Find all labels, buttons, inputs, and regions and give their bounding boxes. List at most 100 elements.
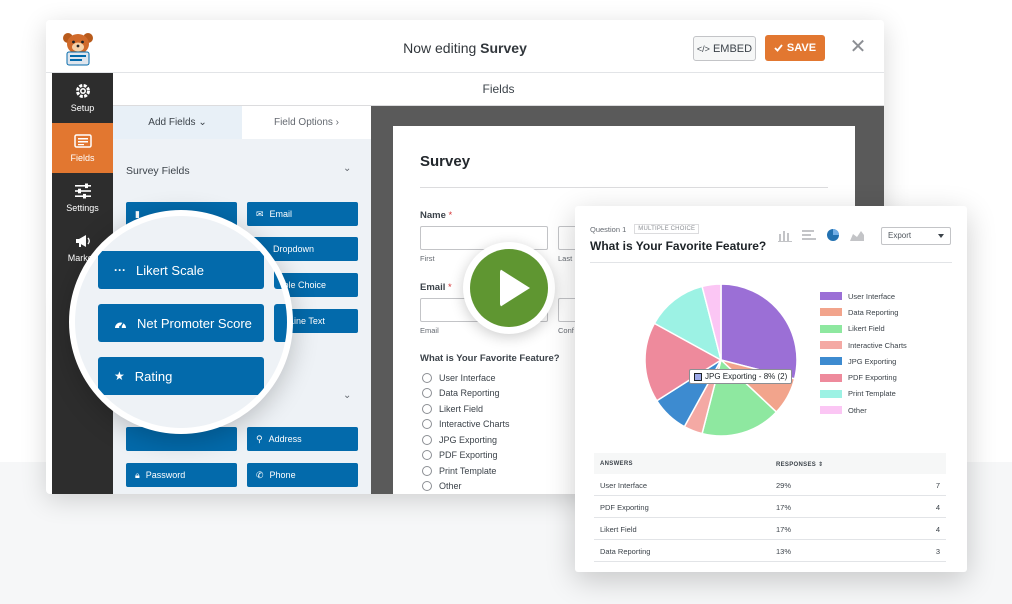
radio-button[interactable] bbox=[422, 388, 432, 398]
radio-button[interactable] bbox=[422, 466, 432, 476]
gear-icon bbox=[75, 84, 90, 98]
count-cell: 3 bbox=[935, 547, 940, 556]
field-label: Likert Scale bbox=[136, 262, 204, 278]
required-mark: * bbox=[448, 282, 452, 293]
radio-option[interactable]: Other bbox=[422, 481, 462, 491]
nav-label: Fields bbox=[70, 153, 95, 163]
radio-button[interactable] bbox=[422, 373, 432, 383]
field-label: Line Text bbox=[289, 316, 325, 326]
confirm-sublabel: Conf bbox=[558, 326, 574, 335]
pie-slice-other[interactable] bbox=[701, 283, 722, 361]
nav-marketing[interactable]: Marketi bbox=[52, 223, 113, 273]
table-header: ANSWERS RESPONSES ⇕ bbox=[594, 453, 946, 474]
radio-button[interactable] bbox=[422, 435, 432, 445]
field-label: Password bbox=[145, 470, 186, 480]
divider bbox=[590, 262, 952, 263]
field-label: Dropdown bbox=[273, 244, 315, 254]
close-icon[interactable]: ✕ bbox=[849, 36, 867, 58]
tab-add-fields[interactable]: Add Fields ⌄ bbox=[113, 106, 242, 139]
field-button-likert-scale[interactable]: ··· Likert Scale bbox=[98, 251, 264, 289]
horizontal-bar-icon[interactable] bbox=[801, 228, 817, 242]
pie-slice-print-template[interactable] bbox=[653, 285, 723, 362]
legend-item[interactable]: Interactive Charts bbox=[820, 337, 907, 353]
gauge-icon bbox=[115, 322, 126, 328]
area-chart-icon[interactable] bbox=[849, 228, 865, 242]
legend-item[interactable]: JPG Exporting bbox=[820, 353, 907, 369]
legend-label: User Interface bbox=[848, 291, 896, 301]
label-text: Email bbox=[420, 282, 446, 293]
radio-button[interactable] bbox=[422, 481, 432, 491]
chevron-down-icon[interactable]: ⌄ bbox=[343, 163, 352, 174]
export-dropdown[interactable]: Export bbox=[881, 227, 951, 245]
field-label: Phone bbox=[269, 470, 296, 480]
radio-button[interactable] bbox=[422, 404, 432, 414]
section-survey-fields[interactable]: Survey Fields bbox=[126, 165, 190, 177]
field-button-password[interactable]: 🔒︎ Password bbox=[126, 463, 237, 487]
first-sublabel: First bbox=[420, 254, 435, 263]
legend-item[interactable]: Data Reporting bbox=[820, 304, 907, 320]
legend-label: Likert Field bbox=[848, 324, 885, 334]
last-sublabel: Last bbox=[558, 254, 573, 263]
legend-item[interactable]: Likert Field bbox=[820, 321, 907, 337]
nav-setup[interactable]: Setup bbox=[52, 73, 113, 123]
envelope-icon: ✉ bbox=[256, 208, 264, 219]
embed-label: EMBED bbox=[712, 42, 753, 55]
legend-label: Interactive Charts bbox=[848, 340, 907, 350]
field-button-choice-zoomed[interactable] bbox=[274, 304, 287, 342]
column-header-responses[interactable]: RESPONSES ⇕ bbox=[776, 461, 823, 468]
field-button-phone[interactable]: ✆ Phone bbox=[247, 463, 358, 487]
header-label: RESPONSES bbox=[776, 462, 817, 468]
radio-option[interactable]: Interactive Charts bbox=[422, 419, 510, 429]
option-label: Likert Field bbox=[439, 404, 484, 414]
answer-cell: Data Reporting bbox=[600, 547, 651, 556]
pie-slice-user-interface[interactable] bbox=[720, 283, 798, 380]
fields-header: Fields bbox=[113, 73, 884, 106]
table-row: PDF Exporting 17% 4 bbox=[594, 496, 946, 518]
chevron-down-icon[interactable]: ⌄ bbox=[343, 390, 352, 401]
pie-chart-icon[interactable] bbox=[825, 228, 841, 242]
play-video-button[interactable] bbox=[463, 242, 555, 334]
tab-field-options[interactable]: Field Options › bbox=[242, 106, 371, 139]
zoom-magnifier: ··· Likert Scale Net Promoter Score ★ Rati… bbox=[69, 210, 293, 434]
percent-cell: 17% bbox=[776, 503, 792, 512]
option-label: Other bbox=[439, 481, 462, 491]
legend-swatch bbox=[820, 357, 842, 366]
embed-button[interactable]: </> EMBED bbox=[693, 36, 756, 61]
radio-option[interactable]: User Interface bbox=[422, 373, 496, 383]
chevron-down-icon: ⌄ bbox=[198, 117, 207, 128]
radio-option[interactable]: Data Reporting bbox=[422, 388, 500, 398]
radio-button[interactable] bbox=[422, 450, 432, 460]
bar-chart-icon[interactable] bbox=[777, 228, 793, 242]
radio-option[interactable]: Print Template bbox=[422, 466, 496, 476]
phone-icon: ✆ bbox=[256, 469, 264, 480]
legend-label: PDF Exporting bbox=[848, 373, 897, 383]
legend-item[interactable]: User Interface bbox=[820, 288, 907, 304]
legend-item[interactable]: Print Template bbox=[820, 386, 907, 402]
field-button-net-promoter-score[interactable]: Net Promoter Score bbox=[98, 304, 264, 342]
field-button-rating[interactable]: ★ Rating bbox=[98, 357, 264, 395]
megaphone-icon bbox=[75, 235, 90, 247]
field-button-email[interactable]: ✉ Email bbox=[247, 202, 358, 226]
radio-option[interactable]: PDF Exporting bbox=[422, 450, 498, 460]
legend-item[interactable]: PDF Exporting bbox=[820, 369, 907, 385]
field-label: Net Promoter Score bbox=[137, 315, 252, 331]
star-icon: ★ bbox=[114, 369, 125, 383]
nav-label: Settings bbox=[66, 203, 99, 213]
nav-fields[interactable]: Fields bbox=[52, 123, 113, 173]
save-button[interactable]: SAVE bbox=[765, 35, 825, 61]
pie-slice-pdf-exporting[interactable] bbox=[644, 322, 723, 402]
legend-swatch bbox=[820, 373, 842, 382]
radio-option[interactable]: Likert Field bbox=[422, 404, 483, 414]
nav-label: Setup bbox=[70, 103, 95, 113]
nav-settings[interactable]: Settings bbox=[52, 173, 113, 223]
radio-option[interactable]: JPG Exporting bbox=[422, 435, 497, 445]
tab-label: Add Fields bbox=[148, 117, 196, 128]
column-header-answers[interactable]: ANSWERS bbox=[600, 461, 633, 467]
field-label: tiple Choice bbox=[279, 280, 327, 290]
field-button-address[interactable]: ⚲ Address bbox=[247, 427, 358, 451]
radio-button[interactable] bbox=[422, 419, 432, 429]
field-button-dropdown-zoomed[interactable] bbox=[274, 251, 287, 289]
form-title: Survey bbox=[420, 153, 471, 170]
legend-swatch bbox=[820, 389, 842, 398]
legend-item[interactable]: Other bbox=[820, 402, 907, 418]
